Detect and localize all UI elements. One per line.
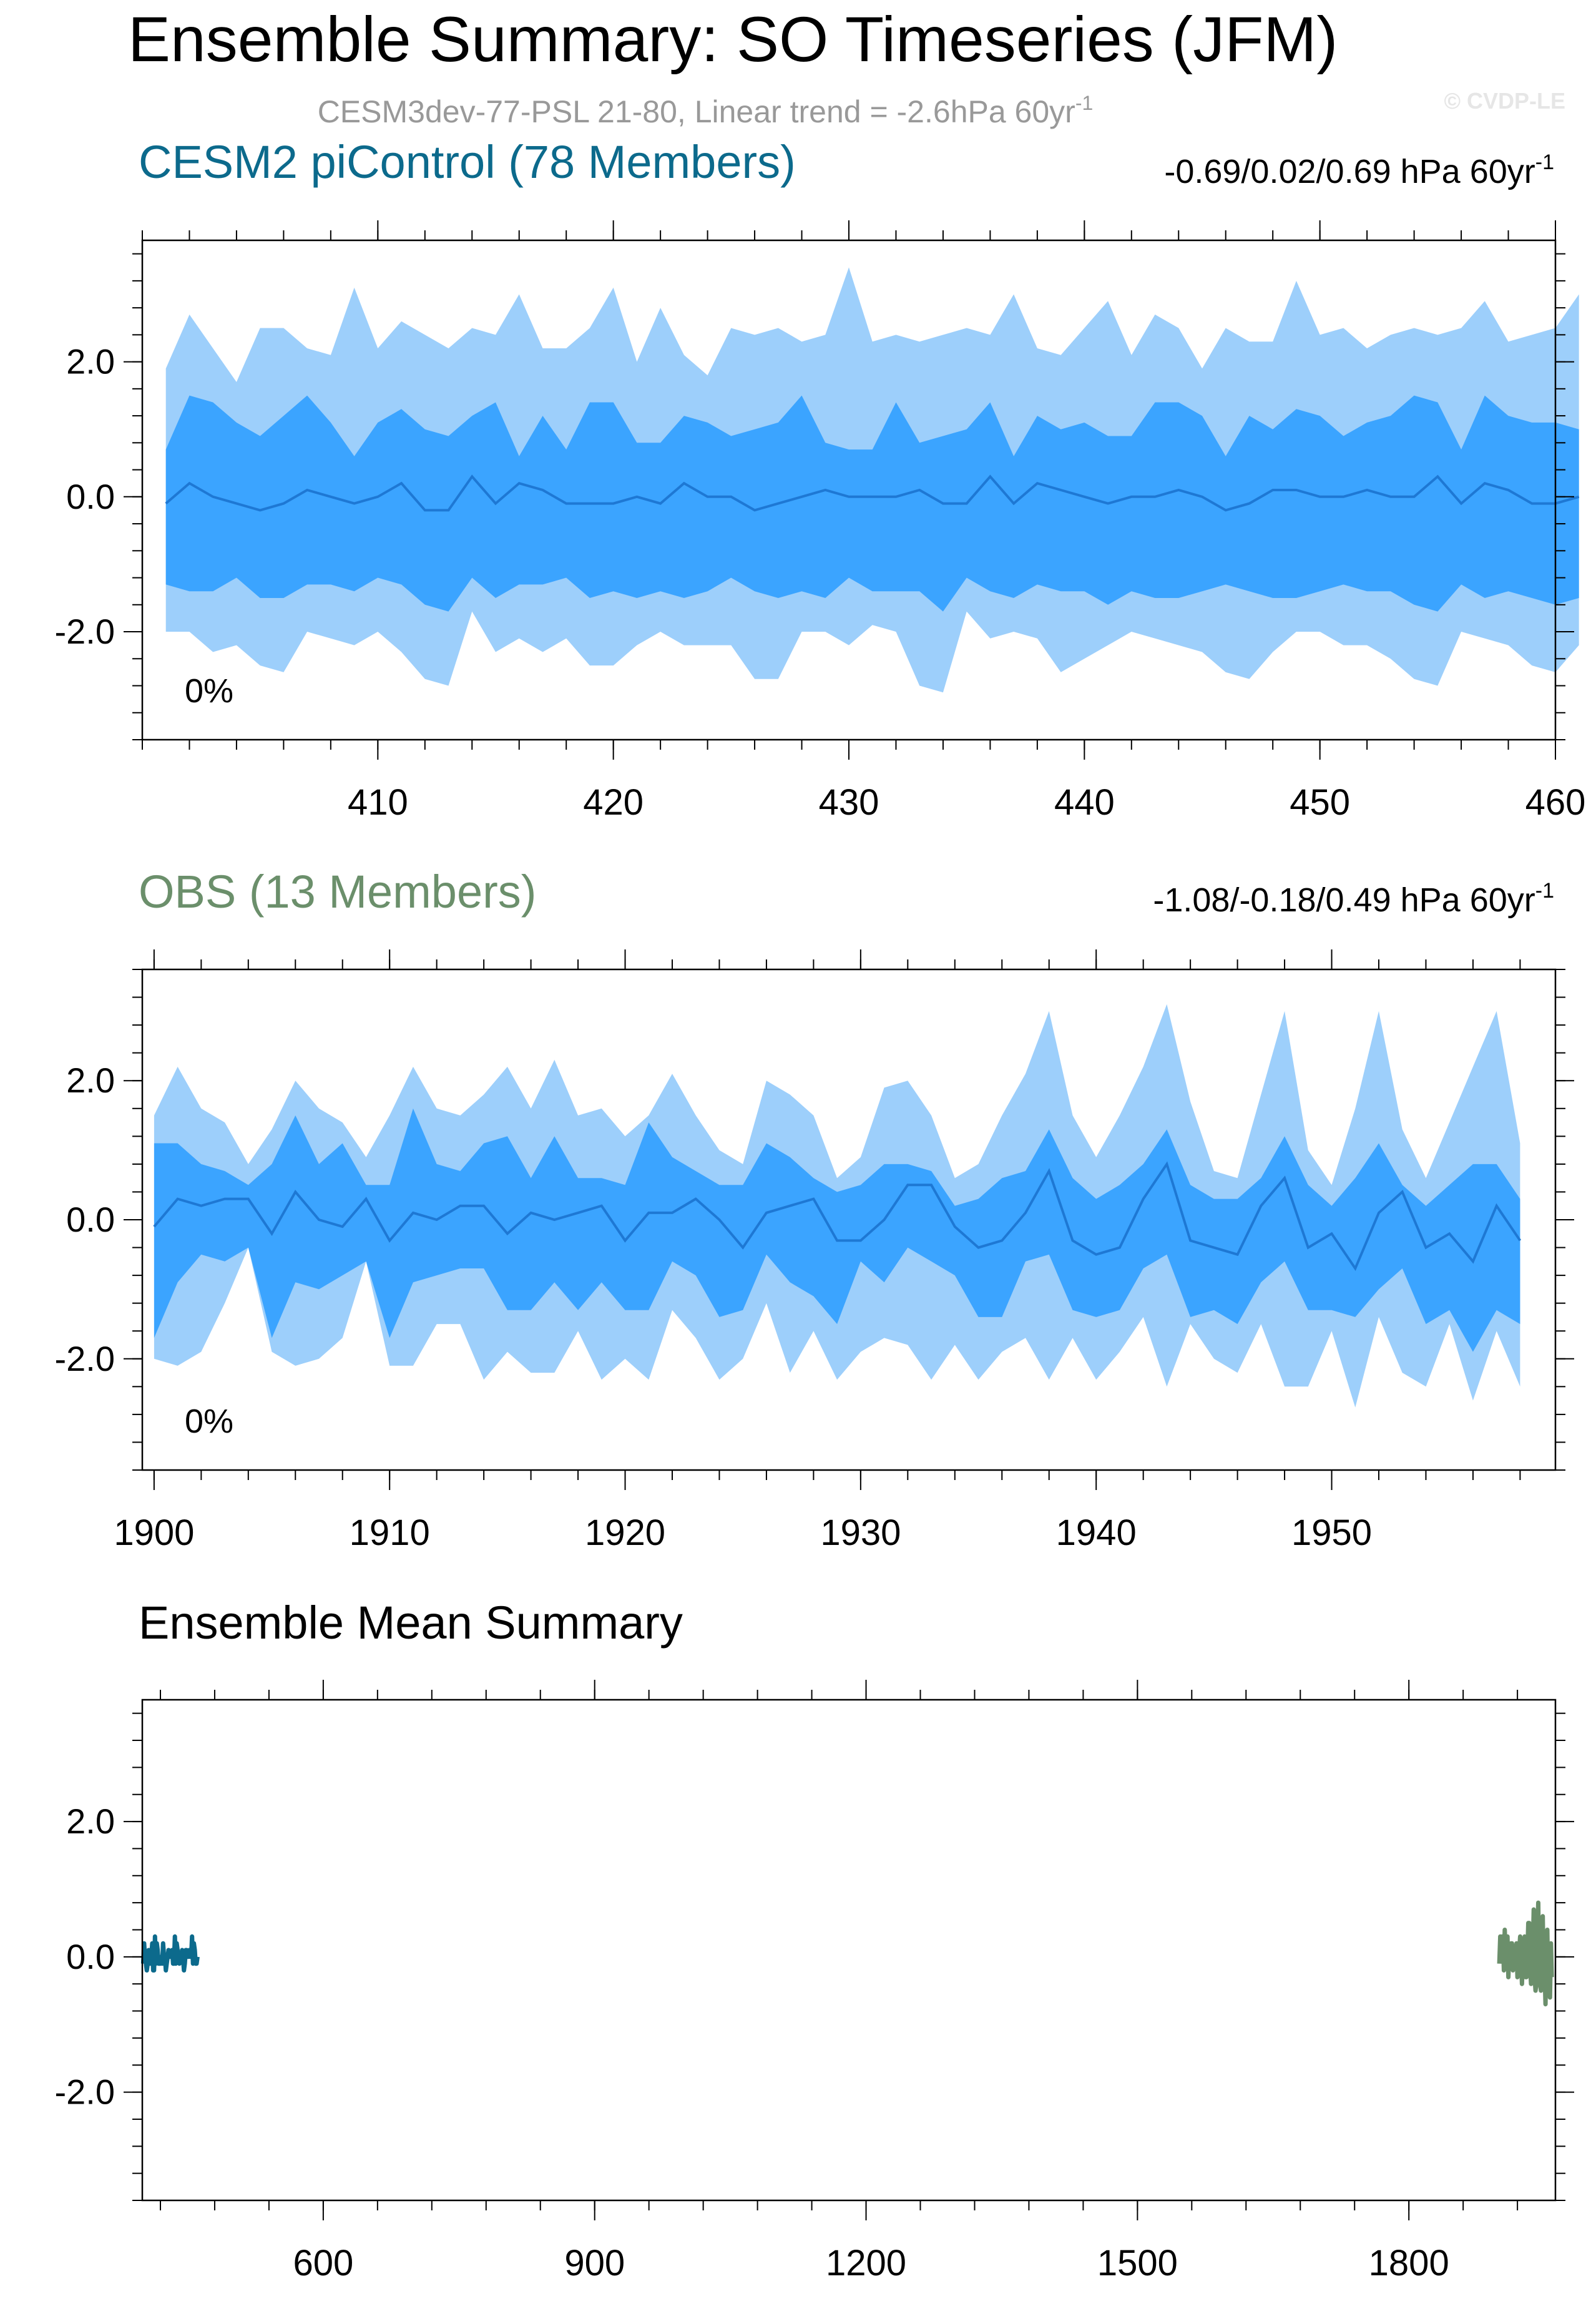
band-16-84 bbox=[165, 395, 1579, 612]
panel-3-title: Ensemble Mean Summary bbox=[139, 1597, 683, 1649]
plot-frame-1 bbox=[141, 239, 1557, 741]
y-tick-label: 2.0 bbox=[66, 342, 115, 381]
x-tick-label: 1800 bbox=[1369, 2243, 1449, 2283]
panel-1-stats-text: -0.69/0.02/0.69 hPa 60yr bbox=[1164, 153, 1535, 190]
summary-line-cesm2 bbox=[140, 1934, 200, 1973]
x-tick-label: 1910 bbox=[350, 1512, 430, 1553]
figure-subtitle: CESM3dev-77-PSL 21-80, Linear trend = -2… bbox=[318, 92, 1094, 129]
percent-label: 0% bbox=[185, 672, 233, 710]
panel-1-title: CESM2 piControl (78 Members) bbox=[139, 136, 796, 188]
percent-label: 0% bbox=[185, 1403, 233, 1440]
y-tick-label: 0.0 bbox=[66, 477, 115, 516]
x-tick-label: 420 bbox=[583, 782, 644, 823]
panel-2-stats: -1.08/-0.18/0.49 hPa 60yr-1 bbox=[1153, 879, 1554, 919]
x-tick-label: 460 bbox=[1525, 782, 1586, 823]
panel-obs: -2.0 0.0 2.0 1900 1910 1920 1930 1940 1950 0% bbox=[55, 949, 1574, 1553]
x-tick-label: 440 bbox=[1054, 782, 1115, 823]
x-tick-label: 600 bbox=[293, 2243, 353, 2283]
x-tick-label: 410 bbox=[348, 782, 408, 823]
x-tick-label: 450 bbox=[1290, 782, 1350, 823]
panel-2-stats-text: -1.08/-0.18/0.49 hPa 60yr bbox=[1153, 881, 1535, 919]
figure-subtitle-text: CESM3dev-77-PSL 21-80, Linear trend = -2… bbox=[318, 94, 1075, 129]
figure-subtitle-sup: -1 bbox=[1075, 92, 1093, 114]
summary-line-obs bbox=[1497, 1900, 1554, 2007]
x-tick-label: 1920 bbox=[585, 1512, 665, 1553]
y-tick-label: 2.0 bbox=[66, 1802, 115, 1841]
watermark: © CVDP-LE bbox=[1444, 88, 1565, 114]
panel-ensemble-mean-summary: -2.0 0.0 2.0 600 900 1200 1500 1800 bbox=[55, 1680, 1574, 2283]
x-tick-label: 1900 bbox=[114, 1512, 194, 1553]
panel-1-stats-sup: -1 bbox=[1535, 150, 1554, 174]
x-tick-label: 1930 bbox=[820, 1512, 901, 1553]
panel-1-stats: -0.69/0.02/0.69 hPa 60yr-1 bbox=[1164, 150, 1554, 190]
plot-frame-2 bbox=[141, 968, 1557, 1471]
ensemble-mean-line bbox=[165, 474, 1580, 512]
x-tick-label: 1950 bbox=[1291, 1512, 1372, 1553]
band-16-84 bbox=[154, 1108, 1520, 1352]
figure-title: Ensemble Summary: SO Timeseries (JFM) bbox=[128, 4, 1338, 75]
x-tick-label: 1940 bbox=[1056, 1512, 1137, 1553]
panel-2-title: OBS (13 Members) bbox=[139, 866, 536, 918]
x-tick-label: 1200 bbox=[826, 2243, 906, 2283]
panel-cesm2-picontrol: -2.0 0.0 2.0 410 420 430 440 450 460 0% bbox=[55, 220, 1586, 823]
y-tick-label: -2.0 bbox=[55, 2072, 115, 2112]
x-tick-label: 1500 bbox=[1097, 2243, 1178, 2283]
ensemble-mean-line bbox=[153, 1161, 1522, 1272]
x-tick-label: 430 bbox=[819, 782, 879, 823]
x-tick-label: 900 bbox=[564, 2243, 625, 2283]
y-tick-label: -2.0 bbox=[55, 612, 115, 651]
y-tick-label: 0.0 bbox=[66, 1937, 115, 1976]
panel-2-stats-sup: -1 bbox=[1535, 879, 1554, 903]
y-tick-label: 0.0 bbox=[66, 1200, 115, 1239]
plot-frame-3 bbox=[141, 1699, 1557, 2202]
y-tick-label: -2.0 bbox=[55, 1339, 115, 1378]
y-tick-label: 2.0 bbox=[66, 1061, 115, 1100]
